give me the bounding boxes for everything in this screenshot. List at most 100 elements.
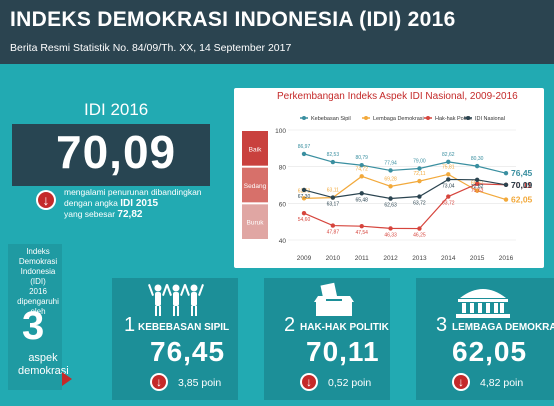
data-point	[301, 211, 307, 216]
data-point	[301, 151, 307, 157]
aspek-word2: demokrasi	[18, 365, 69, 377]
data-label: 62,63	[384, 203, 397, 209]
parliament-building-icon	[456, 289, 510, 318]
card3-down-icon	[452, 373, 470, 391]
card2-change: 0,52 poin	[328, 377, 372, 389]
data-label: 46,33	[384, 232, 397, 238]
legend-marker	[426, 116, 430, 120]
card2-value: 70,11	[306, 336, 380, 367]
card3-value: 62,05	[452, 336, 528, 367]
data-label: 69,28	[384, 176, 397, 182]
card3-down-glyph: ↓	[458, 375, 464, 389]
header-stripe	[0, 64, 554, 70]
aspek-count: 3	[22, 304, 45, 348]
data-label: 63,72	[413, 201, 426, 207]
data-point	[388, 184, 393, 189]
data-label: 70,09	[511, 180, 533, 190]
card3-title: LEMBAGA DEMOKRASI	[452, 322, 554, 333]
data-point	[446, 172, 451, 177]
data-point	[301, 187, 307, 193]
data-point	[388, 226, 393, 231]
legend-entry: Kebebasan Sipil	[311, 116, 351, 122]
band-baik	[242, 131, 268, 166]
band-buruk	[242, 204, 268, 239]
x-tick-label: 2010	[326, 255, 341, 262]
idi-label: IDI 2016	[84, 100, 149, 119]
data-label: 65,48	[355, 197, 368, 203]
card1-value: 76,45	[150, 336, 226, 367]
data-point	[446, 194, 451, 199]
data-label: 82,53	[327, 152, 340, 158]
aspek-line1: Indeks Demokrasi	[18, 247, 58, 266]
data-point	[388, 196, 393, 201]
data-point	[359, 223, 364, 229]
data-point	[503, 182, 509, 188]
data-point	[359, 174, 364, 179]
card1-change: 3,85 poin	[178, 377, 222, 389]
idi-description: mengalami penurunan dibandingkan dengan …	[64, 187, 214, 221]
card2-title: HAK-HAK POLITIK	[300, 322, 389, 333]
data-point	[417, 226, 422, 231]
card1-title: KEBEBASAN SIPIL	[138, 322, 230, 333]
data-point	[474, 177, 480, 183]
data-label: 73,04	[442, 183, 455, 189]
desc-line3: yang sebesar	[64, 209, 116, 219]
data-label: 72,82	[471, 184, 484, 190]
x-tick-label: 2014	[441, 255, 456, 262]
ballot-box-icon	[314, 282, 354, 316]
page-subtitle: Berita Resmi Statistik No. 84/09/Th. XX,…	[10, 42, 292, 54]
y-tick-label: 60	[279, 201, 287, 208]
pointer-arrow-icon	[62, 372, 72, 386]
data-point	[330, 195, 336, 200]
page-title: INDEKS DEMOKRASI INDONESIA (IDI) 2016	[10, 8, 456, 31]
data-label: 63,17	[327, 202, 340, 208]
x-tick-label: 2013	[412, 255, 427, 262]
data-label: 72,11	[413, 171, 425, 177]
desc-line1: mengalami penurunan dibandingkan	[64, 187, 202, 197]
data-label: 63,72	[442, 201, 455, 207]
data-label: 46,25	[413, 233, 426, 239]
desc-line2: dengan angka	[64, 197, 118, 208]
data-label: 54,60	[298, 217, 311, 223]
x-tick-label: 2012	[383, 255, 398, 262]
data-label: 75,81	[442, 164, 455, 170]
data-point	[417, 166, 422, 171]
data-point	[474, 188, 480, 193]
card1-down-icon	[150, 373, 168, 391]
data-label: 77,94	[384, 160, 397, 166]
legend-marker	[466, 116, 470, 120]
aspek-panel	[8, 244, 62, 390]
data-label: 82,62	[442, 152, 455, 158]
people-raising-hands-icon	[148, 284, 204, 316]
band-label: Sedang	[244, 183, 267, 190]
series-line	[303, 178, 507, 200]
card3-number: 3	[436, 314, 448, 336]
aspek-description: Indeks Demokrasi Indonesia (IDI) 2016 di…	[16, 247, 60, 317]
card2-number: 2	[284, 314, 296, 336]
data-label: 67,30	[298, 194, 311, 200]
y-tick-label: 40	[279, 238, 287, 245]
data-point	[446, 177, 451, 182]
aspek-word: aspek demokrasi	[18, 352, 69, 378]
x-tick-label: 2011	[355, 255, 369, 262]
x-tick-label: 2015	[470, 255, 485, 262]
band-sedang	[242, 167, 268, 203]
data-label: 74,72	[355, 166, 368, 172]
data-label: 76,45	[511, 168, 533, 178]
card2-down-glyph: ↓	[306, 375, 312, 389]
data-point	[417, 178, 422, 184]
data-label: 63,11	[327, 188, 339, 194]
x-tick-label: 2009	[297, 255, 312, 262]
card3-change: 4,82 poin	[480, 377, 524, 389]
line-chart: Baik Sedang Buruk 40 60 80 100 2009 2010 2011 2012…	[242, 116, 533, 262]
card1-down-glyph: ↓	[156, 375, 162, 389]
desc-value2015: 72,82	[117, 209, 143, 220]
data-point	[417, 194, 422, 199]
data-label: 80,79	[355, 155, 368, 161]
card1-number: 1	[124, 314, 136, 336]
data-point	[301, 196, 307, 201]
legend-entry: IDI Nasional	[475, 116, 505, 122]
card2-down-icon	[300, 373, 318, 391]
card-lembaga-demokrasi	[416, 278, 554, 400]
data-label: 47,87	[327, 230, 340, 236]
